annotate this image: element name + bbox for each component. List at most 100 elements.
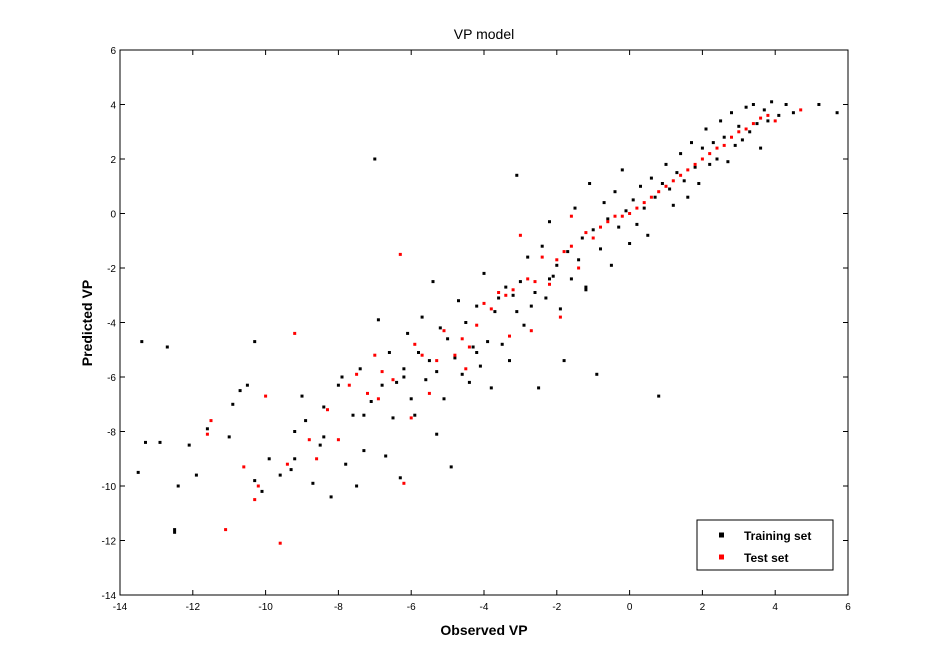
data-point	[413, 342, 417, 346]
data-point	[791, 111, 795, 115]
data-point	[631, 198, 635, 202]
data-point	[628, 242, 632, 245]
data-point	[315, 457, 319, 461]
data-point	[715, 146, 719, 150]
data-point	[449, 465, 453, 469]
data-point	[402, 367, 406, 371]
data-point	[759, 146, 763, 150]
data-point	[373, 353, 377, 357]
data-point	[526, 277, 530, 281]
x-tick-label: -6	[407, 602, 416, 613]
data-point	[344, 462, 348, 466]
data-point	[264, 394, 268, 398]
data-point	[420, 353, 424, 357]
data-point	[278, 473, 282, 477]
data-point	[391, 416, 395, 420]
data-point	[482, 271, 486, 275]
data-point	[464, 321, 468, 324]
data-point	[548, 282, 551, 286]
data-point	[493, 310, 497, 314]
data-point	[435, 359, 439, 363]
data-point	[635, 206, 639, 210]
data-point	[584, 285, 588, 289]
data-point	[446, 337, 450, 341]
data-point	[620, 168, 624, 172]
legend-marker-test-set	[719, 554, 724, 560]
data-point	[245, 383, 249, 387]
data-point	[395, 380, 399, 384]
data-point	[475, 323, 479, 327]
data-point	[442, 397, 446, 401]
data-point	[293, 331, 297, 335]
y-tick-label: -10	[102, 482, 117, 493]
data-point	[740, 138, 744, 142]
data-point	[435, 432, 439, 436]
data-point	[599, 247, 602, 251]
data-point	[548, 220, 551, 224]
data-point	[453, 353, 457, 357]
series-test-set	[205, 108, 803, 545]
data-point	[555, 258, 559, 262]
data-point	[355, 372, 359, 376]
data-point	[369, 400, 373, 403]
data-point	[577, 266, 581, 270]
data-point	[693, 162, 697, 166]
data-point	[657, 394, 661, 398]
data-point	[562, 359, 566, 363]
data-point	[165, 345, 169, 349]
data-point	[558, 315, 562, 319]
data-point	[704, 127, 708, 131]
data-point	[424, 378, 428, 382]
data-point	[475, 351, 479, 354]
data-point	[471, 345, 475, 349]
data-point	[577, 258, 581, 262]
data-point	[642, 206, 646, 210]
data-point	[522, 323, 526, 327]
data-point	[482, 301, 486, 305]
data-point	[209, 419, 213, 423]
data-point	[256, 484, 260, 488]
legend: Training set Test set	[696, 519, 834, 571]
data-point	[730, 111, 733, 115]
data-point	[336, 438, 340, 442]
data-point	[238, 389, 242, 393]
data-point	[504, 285, 508, 289]
data-point	[533, 280, 537, 284]
chart-title: VP model	[454, 26, 514, 42]
data-point	[700, 157, 704, 161]
data-point	[668, 187, 672, 191]
data-point	[457, 299, 460, 303]
data-point	[409, 416, 413, 420]
data-point	[260, 489, 264, 493]
data-point	[599, 225, 602, 229]
data-point	[744, 127, 748, 131]
data-point	[660, 182, 664, 185]
data-point	[817, 103, 821, 106]
data-point	[591, 228, 595, 232]
data-point	[526, 255, 530, 259]
x-tick-label: -10	[258, 602, 273, 613]
data-point	[784, 103, 788, 106]
data-point	[158, 440, 162, 444]
data-point	[460, 372, 464, 376]
data-point	[475, 304, 479, 308]
x-tick-label: -8	[334, 602, 343, 613]
data-point	[373, 157, 377, 161]
data-point	[380, 370, 384, 374]
data-point	[671, 203, 675, 207]
data-point	[497, 291, 501, 294]
data-point	[686, 195, 690, 199]
data-point	[453, 356, 457, 360]
data-point	[751, 122, 755, 126]
data-point	[540, 255, 544, 259]
data-point	[773, 119, 777, 123]
data-point	[544, 296, 548, 300]
data-point	[431, 280, 435, 284]
data-point	[355, 484, 359, 488]
y-tick-label: 6	[110, 46, 116, 57]
data-point	[518, 280, 522, 284]
data-point	[358, 367, 362, 371]
data-point	[500, 342, 504, 346]
data-point	[606, 217, 610, 221]
